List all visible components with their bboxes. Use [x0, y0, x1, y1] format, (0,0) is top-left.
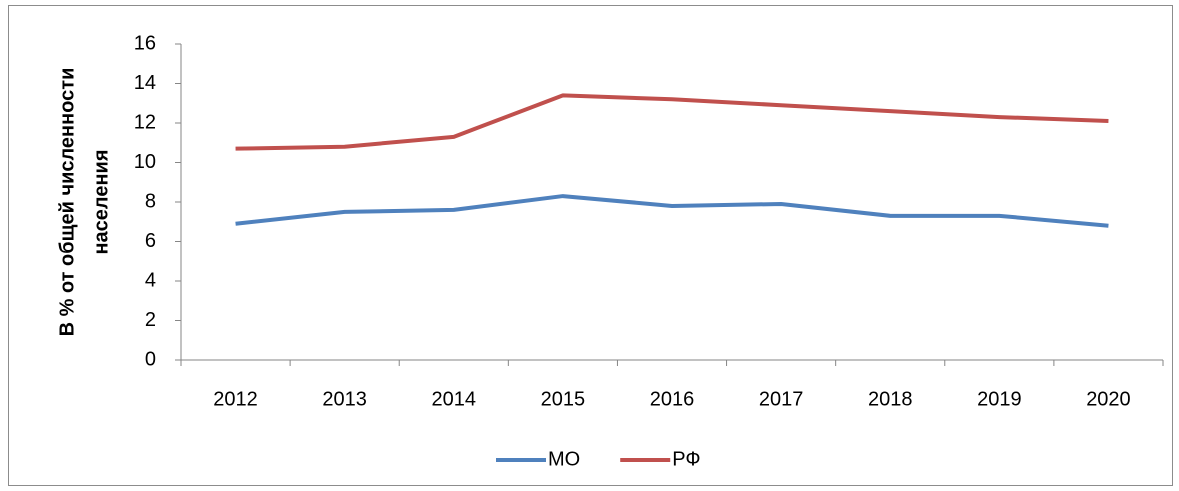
data-line	[235, 93, 1109, 151]
y-tick-label: 14	[134, 72, 156, 94]
x-tick-label: 2016	[650, 388, 695, 410]
x-tick-label: 2020	[1086, 388, 1131, 410]
y-tick-label: 16	[134, 32, 156, 54]
y-axis-label: населения	[90, 149, 112, 254]
x-tick-label: 2015	[541, 388, 586, 410]
x-tick-label: 2019	[977, 388, 1022, 410]
y-tick-label: 6	[145, 230, 156, 252]
y-tick-label: 4	[145, 269, 156, 291]
legend-label: РФ	[672, 448, 700, 470]
y-tick-label: 10	[134, 151, 156, 173]
y-tick-label: 2	[145, 309, 156, 331]
x-tick-label: 2017	[759, 388, 804, 410]
data-line	[235, 194, 1109, 228]
x-tick-label: 2013	[322, 388, 367, 410]
legend-label: МО	[548, 448, 580, 470]
y-axis-label: В % от общей численности	[56, 68, 78, 337]
y-tick-label: 0	[145, 348, 156, 370]
y-tick-label: 12	[134, 111, 156, 133]
x-tick-label: 2018	[868, 388, 913, 410]
x-tick-label: 2014	[432, 388, 477, 410]
x-tick-label: 2012	[213, 388, 258, 410]
chart-frame	[8, 5, 1173, 486]
y-tick-label: 8	[145, 190, 156, 212]
